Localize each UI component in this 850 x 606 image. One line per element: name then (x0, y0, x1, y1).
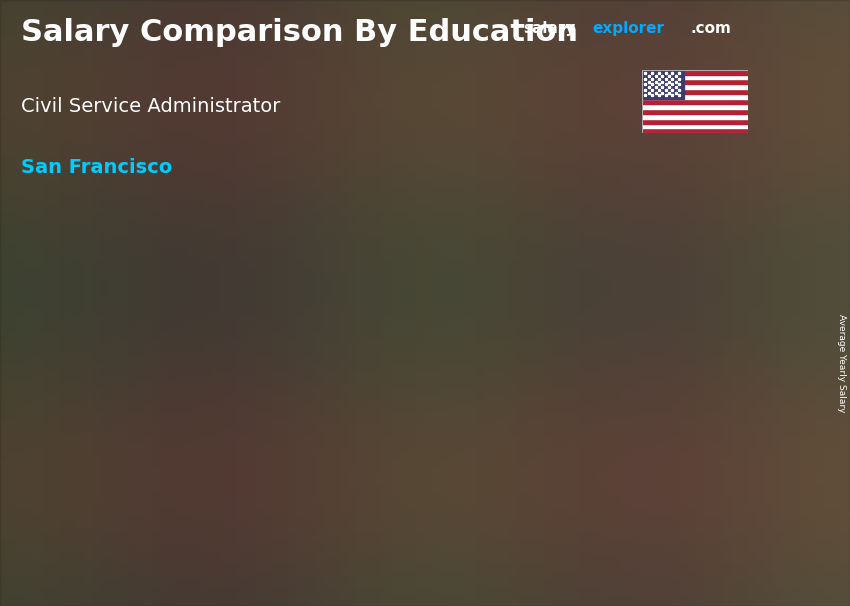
Bar (642, 94, 748, 99)
Bar (642, 79, 748, 84)
Bar (642, 114, 748, 119)
Text: 37,100 USD: 37,100 USD (110, 350, 201, 364)
Text: explorer: explorer (592, 21, 665, 36)
Bar (642, 75, 748, 79)
Text: High School: High School (130, 559, 209, 571)
Polygon shape (478, 304, 496, 527)
Bar (642, 99, 748, 104)
Polygon shape (93, 370, 250, 376)
Bar (642, 124, 748, 128)
Text: +43%: +43% (256, 242, 332, 265)
Polygon shape (584, 219, 723, 527)
Text: Average Yearly Salary: Average Yearly Salary (836, 315, 846, 413)
Text: 73,200 USD: 73,200 USD (601, 196, 692, 210)
Text: .com: .com (690, 21, 731, 36)
Text: 53,100 USD: 53,100 USD (355, 282, 446, 296)
Polygon shape (723, 219, 741, 527)
Text: San Francisco: San Francisco (21, 158, 173, 176)
Polygon shape (338, 304, 478, 527)
Bar (642, 70, 684, 99)
Polygon shape (93, 371, 232, 527)
Text: +38%: +38% (502, 157, 578, 181)
Text: Civil Service Administrator: Civil Service Administrator (21, 97, 280, 116)
Bar (642, 109, 748, 114)
Polygon shape (584, 217, 741, 228)
Bar (642, 89, 748, 94)
Text: salary: salary (523, 21, 575, 36)
Bar (642, 128, 748, 133)
Text: Certificate or
Diploma: Certificate or Diploma (371, 559, 459, 587)
Polygon shape (338, 302, 496, 310)
Text: Bachelor's
Degree: Bachelor's Degree (626, 559, 695, 587)
Bar (642, 104, 748, 109)
Polygon shape (232, 371, 250, 527)
Bar (642, 84, 748, 89)
Text: Salary Comparison By Education: Salary Comparison By Education (21, 18, 578, 47)
Bar (642, 70, 748, 75)
Bar (642, 119, 748, 124)
